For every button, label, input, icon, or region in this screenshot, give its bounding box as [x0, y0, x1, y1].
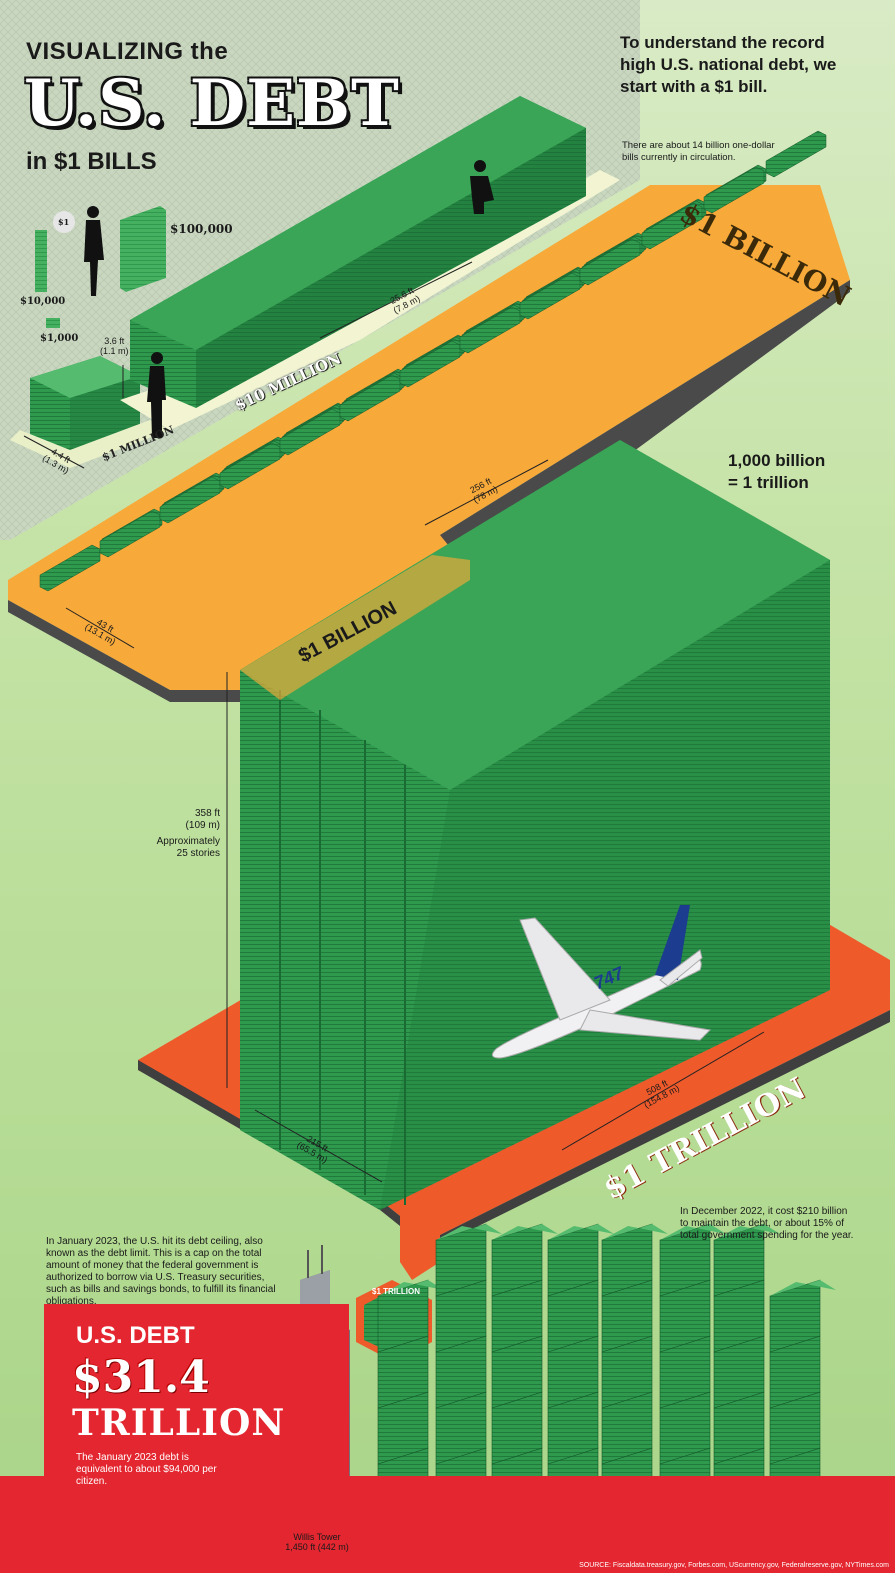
person-silhouette-1	[84, 206, 104, 296]
billion-stack	[765, 130, 827, 178]
dimension-lines	[23, 261, 765, 1183]
trillion-block	[240, 440, 830, 1210]
billion-stack	[519, 272, 581, 320]
title-line3: in $1 BILLS	[26, 148, 157, 175]
debt-amount: $31.4	[72, 1352, 210, 1403]
stack-100000	[120, 206, 166, 292]
billion-stack	[703, 166, 765, 214]
debt-title: U.S. DEBT	[76, 1322, 195, 1349]
ten-million-height: 3.6 ft (1.1 m)	[100, 336, 129, 356]
trillion-stories: Approximately 25 stories	[156, 836, 220, 859]
intro-text: To understand the record high U.S. natio…	[620, 33, 837, 96]
trillion-cube-top	[660, 1224, 726, 1240]
willis-tower-label: Willis Tower 1,450 ft (442 m)	[285, 1532, 349, 1552]
billion-stack	[99, 510, 161, 558]
trillion-height: 358 ft (109 m)	[185, 808, 220, 831]
billion-stack	[339, 374, 401, 422]
debt-maintenance-note: In December 2022, it cost $210 billion t…	[680, 1206, 854, 1241]
label-ten-thousand: $10,000	[20, 296, 66, 307]
trillion-equation: 1,000 billion = 1 trillion	[728, 451, 826, 492]
trillion-cube-top	[492, 1224, 558, 1240]
debt-ceiling-note: In January 2023, the U.S. hit its debt c…	[46, 1236, 276, 1307]
person-silhouette-3	[470, 160, 494, 214]
trillion-cube-top	[378, 1280, 444, 1296]
trillion-cube-top	[548, 1224, 614, 1240]
trillion-cube	[659, 1223, 711, 1297]
airplane-747	[491, 905, 712, 1059]
billion-stack	[641, 202, 703, 250]
bottom-red-band	[0, 1476, 895, 1573]
billion-stack	[459, 306, 521, 354]
small-trillion-label: $1 TRILLION	[372, 1287, 421, 1296]
billion-stack	[399, 340, 461, 388]
trillion-cube-top	[770, 1280, 836, 1296]
billion-stack	[159, 476, 221, 524]
trillion-cube	[713, 1223, 765, 1297]
connector	[400, 1210, 440, 1280]
trillion-cube	[377, 1279, 429, 1353]
trillion-cube	[435, 1223, 487, 1297]
source-credit: SOURCE: Fiscaldata.treasury.gov, Forbes.…	[579, 1562, 889, 1569]
person-silhouette-2	[147, 352, 166, 438]
title-main: U.S. DEBT	[24, 66, 400, 141]
label-hundred-thousand: $100,000	[170, 222, 233, 236]
debt-per-citizen: The January 2023 debt is equivalent to a…	[76, 1452, 217, 1487]
debt-unit: TRILLION	[72, 1402, 286, 1444]
million-platform	[10, 420, 170, 468]
label-thousand: $1,000	[40, 333, 79, 344]
trillion-cube	[547, 1223, 599, 1297]
trillion-cube-top	[602, 1224, 668, 1240]
trillion-cube	[491, 1223, 543, 1297]
one-dollar-circle	[53, 211, 75, 233]
stack-10000	[35, 230, 47, 292]
trillion-cube	[769, 1279, 821, 1353]
intro-note: There are about 14 billion one-dollar bi…	[622, 140, 775, 163]
billion-highlight	[240, 555, 470, 700]
billion-stack	[279, 408, 341, 456]
stack-1000	[46, 318, 60, 328]
billion-stack	[39, 544, 101, 592]
billion-stack	[219, 442, 281, 490]
label-one-dollar: $1	[58, 217, 70, 227]
trillion-cube	[601, 1223, 653, 1297]
trillion-cube-top	[436, 1224, 502, 1240]
trillion-cube-top	[714, 1224, 780, 1240]
billion-stacks	[39, 130, 827, 592]
title-line1: VISUALIZING the	[26, 38, 229, 65]
billion-stack	[579, 238, 641, 286]
